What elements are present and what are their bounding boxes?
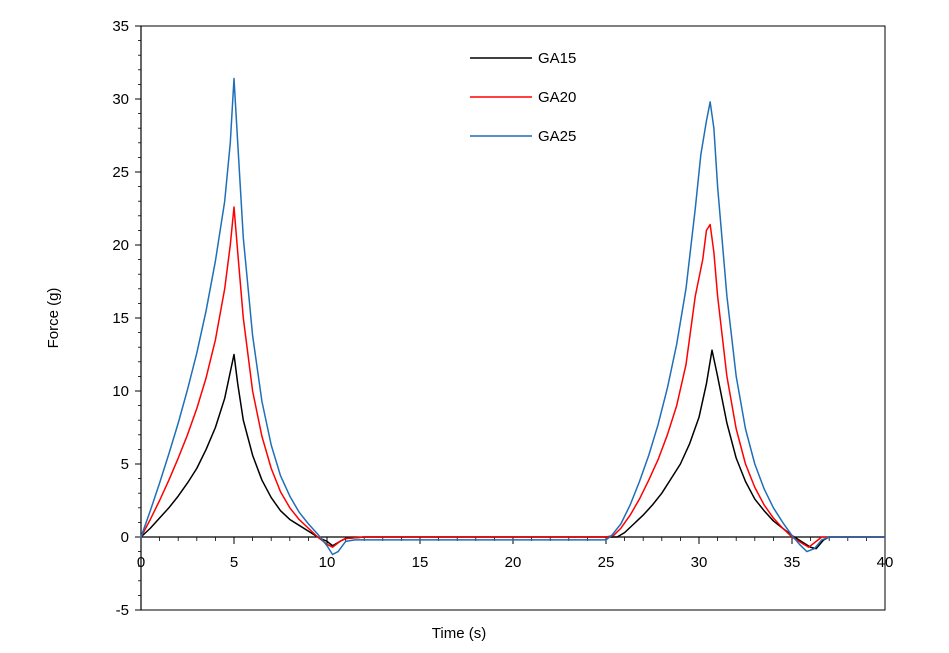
x-tick-label: 35 (784, 554, 801, 571)
y-tick-label: -5 (116, 602, 129, 619)
legend-label-ga15: GA15 (538, 50, 576, 67)
series-line-ga25 (140, 77, 886, 556)
series-line-ga20 (140, 206, 886, 548)
series-layer (140, 77, 886, 556)
y-tick-label: 30 (112, 91, 129, 108)
plot-frame (140, 25, 886, 611)
y-tick-label: 0 (121, 529, 129, 546)
y-axis-title: Force (g) (45, 288, 62, 349)
plot-area (140, 25, 886, 611)
x-tick-label: 15 (412, 554, 429, 571)
x-tick-label: 5 (230, 554, 238, 571)
y-tick-label: 35 (112, 18, 129, 35)
x-tick-label: 0 (137, 554, 145, 571)
y-tick-label: 20 (112, 237, 129, 254)
x-tick-label: 25 (598, 554, 615, 571)
y-tick-label: 10 (112, 383, 129, 400)
x-tick-label: 10 (319, 554, 336, 571)
x-axis-title: Time (s) (432, 625, 486, 642)
axes: -5 0 5 10 15 20 25 30 35 0 5 10 15 20 25 30 35 40 (112, 18, 893, 619)
x-tick-label: 20 (505, 554, 522, 571)
x-tick-label: 40 (877, 554, 894, 571)
y-tick-label: 5 (121, 456, 129, 473)
y-tick-label: 25 (112, 164, 129, 181)
legend: GA15 GA20 GA25 (470, 50, 576, 145)
legend-label-ga25: GA25 (538, 128, 576, 145)
y-tick-label: 15 (112, 310, 129, 327)
x-tick-label: 30 (691, 554, 708, 571)
legend-label-ga20: GA20 (538, 89, 576, 106)
